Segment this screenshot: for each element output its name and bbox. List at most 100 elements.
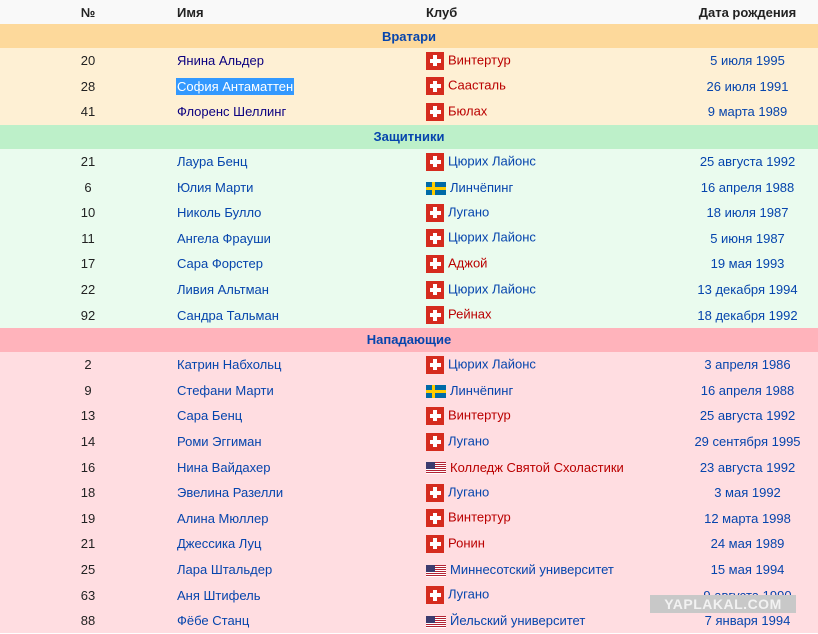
player-link[interactable]: Флоренс Шеллинг — [177, 104, 287, 120]
date-link[interactable]: 3 апреля 1986 — [704, 357, 791, 373]
player-link[interactable]: Лаура Бенц — [177, 154, 248, 170]
club-link[interactable]: Линчёпинг — [450, 179, 514, 195]
club-link[interactable]: Ронин — [448, 535, 485, 551]
name-cell: Лаура Бенц — [176, 149, 424, 175]
name-cell: София Антаматтен — [176, 74, 424, 100]
player-row: 88 Фёбе Станц Йельский университет 7 января… — [0, 607, 818, 634]
name-cell: Сандра Тальман — [176, 302, 424, 328]
club-link[interactable]: Цюрих Лайонс — [448, 153, 536, 169]
player-row: 14 Роми Эггиман Лугано 29 сентября 1995 — [0, 428, 818, 455]
player-row: 13 Сара Бенц Винтертур 25 августа 1992 — [0, 403, 818, 429]
date-link[interactable]: 29 сентября 1995 — [694, 434, 801, 450]
number: 63 — [80, 587, 96, 603]
player-row: 9 Стефани Марти Линчёпинг 16 апреля 1988 — [0, 377, 818, 404]
club-link[interactable]: Линчёпинг — [450, 382, 514, 398]
club-link[interactable]: Рейнах — [448, 306, 492, 322]
club-link[interactable]: Лугано — [448, 586, 490, 602]
player-link[interactable]: Янина Альдер — [177, 53, 264, 69]
player-link[interactable]: Аня Штифель — [177, 587, 261, 603]
date-cell: 12 марта 1998 — [677, 506, 818, 532]
club-link[interactable]: Лугано — [448, 204, 490, 220]
player-row: 18 Эвелина Разелли Лугано 3 мая 1992 — [0, 479, 818, 506]
date-cell: 24 мая 1989 — [677, 531, 818, 557]
club-link[interactable]: Лугано — [448, 432, 490, 448]
number: 18 — [80, 485, 96, 501]
player-link[interactable]: Алина Мюллер — [177, 510, 269, 526]
date-link[interactable]: 23 августа 1992 — [699, 459, 796, 475]
date-link[interactable]: 19 мая 1993 — [710, 256, 785, 272]
player-link[interactable]: Сара Форстер — [177, 256, 263, 272]
player-link[interactable]: Джессика Луц — [177, 536, 262, 552]
club-cell: Винтертур — [424, 506, 677, 532]
flag-icon — [426, 615, 446, 628]
player-link[interactable]: Ливия Альтман — [177, 282, 269, 298]
name-cell: Ливия Альтман — [176, 277, 424, 303]
date-link[interactable]: 26 июля 1991 — [706, 78, 789, 94]
player-link[interactable]: Катрин Набхольц — [177, 357, 282, 373]
club-link[interactable]: Винтертур — [448, 407, 511, 423]
player-row: 21 Лаура Бенц Цюрих Лайонс 25 августа 1992 — [0, 148, 818, 175]
club-link[interactable]: Аджой — [448, 255, 488, 271]
date-link[interactable]: 25 августа 1992 — [699, 154, 796, 170]
date-link[interactable]: 16 апреля 1988 — [700, 179, 795, 195]
player-link[interactable]: Сандра Тальман — [177, 307, 279, 323]
date-link[interactable]: 3 мая 1992 — [714, 485, 781, 501]
name-cell: Юлия Марти — [176, 174, 424, 200]
club-link[interactable]: Винтертур — [448, 509, 511, 525]
club-link[interactable]: Цюрих Лайонс — [448, 229, 536, 245]
club-cell: Лугано — [424, 429, 677, 455]
player-link[interactable]: Ангела Фрауши — [177, 230, 271, 246]
player-link[interactable]: Эвелина Разелли — [177, 485, 284, 501]
column-header[interactable]: Клуб — [424, 0, 677, 24]
flag-icon — [426, 51, 444, 70]
club-link[interactable]: Бюлах — [448, 103, 488, 119]
club-link[interactable]: Миннесотский университет — [450, 561, 614, 577]
player-link[interactable]: София Антаматтен — [176, 77, 295, 95]
club-cell: Колледж Святой Схоластики — [424, 454, 677, 480]
player-link[interactable]: Сара Бенц — [177, 408, 243, 424]
club-cell: Цюрих Лайонс — [424, 149, 677, 175]
player-link[interactable]: Николь Булло — [177, 205, 262, 221]
club-link[interactable]: Саасталь — [448, 77, 506, 93]
date-link[interactable]: 18 декабря 1992 — [697, 307, 798, 323]
club-link[interactable]: Винтертур — [448, 52, 511, 68]
club-cell: Цюрих Лайонс — [424, 277, 677, 303]
player-link[interactable]: Стефани Марти — [177, 382, 274, 398]
date-cell: 18 июля 1987 — [677, 200, 818, 226]
date-link[interactable]: 7 января 1994 — [704, 613, 791, 629]
column-header[interactable]: Дата рождения — [677, 0, 818, 24]
column-header[interactable]: № — [0, 0, 176, 24]
club-link[interactable]: Йельский университет — [450, 613, 586, 629]
player-link[interactable]: Лара Штальдер — [177, 561, 273, 577]
date-link[interactable]: 5 июля 1995 — [710, 53, 785, 69]
date-link[interactable]: 18 июля 1987 — [706, 205, 789, 221]
date-link[interactable]: 13 декабря 1994 — [697, 282, 798, 298]
date-link[interactable]: 24 мая 1989 — [710, 536, 785, 552]
club-link[interactable]: Лугано — [448, 484, 490, 500]
club-link[interactable]: Цюрих Лайонс — [448, 356, 536, 372]
name-cell: Янина Альдер — [176, 48, 424, 74]
date-cell: 3 апреля 1986 — [677, 352, 818, 378]
club-link[interactable]: Цюрих Лайонс — [448, 280, 536, 296]
club-cell: Лугано — [424, 200, 677, 226]
date-link[interactable]: 25 августа 1992 — [699, 408, 796, 424]
column-header[interactable]: Имя — [176, 0, 424, 24]
date-link[interactable]: 16 апреля 1988 — [700, 382, 795, 398]
number: 19 — [80, 510, 96, 526]
player-row: 16 Нина Вайдахер Колледж Святой Схоластики… — [0, 454, 818, 480]
date-link[interactable]: 5 июня 1987 — [710, 230, 785, 246]
date-link[interactable]: 15 мая 1994 — [710, 561, 785, 577]
club-cell: Лугано — [424, 480, 677, 506]
player-link[interactable]: Роми Эггиман — [177, 434, 262, 450]
flag-icon — [426, 355, 444, 374]
player-link[interactable]: Нина Вайдахер — [177, 459, 271, 475]
date-link[interactable]: 12 марта 1998 — [704, 510, 791, 526]
player-link[interactable]: Юлия Марти — [177, 179, 254, 195]
player-link[interactable]: Фёбе Станц — [177, 613, 250, 629]
date-link[interactable]: 9 марта 1989 — [707, 104, 788, 120]
club-cell: Линчёпинг — [424, 378, 677, 404]
club-cell: Винтертур — [424, 403, 677, 429]
number: 2 — [84, 357, 92, 373]
club-link[interactable]: Колледж Святой Схоластики — [450, 459, 624, 475]
